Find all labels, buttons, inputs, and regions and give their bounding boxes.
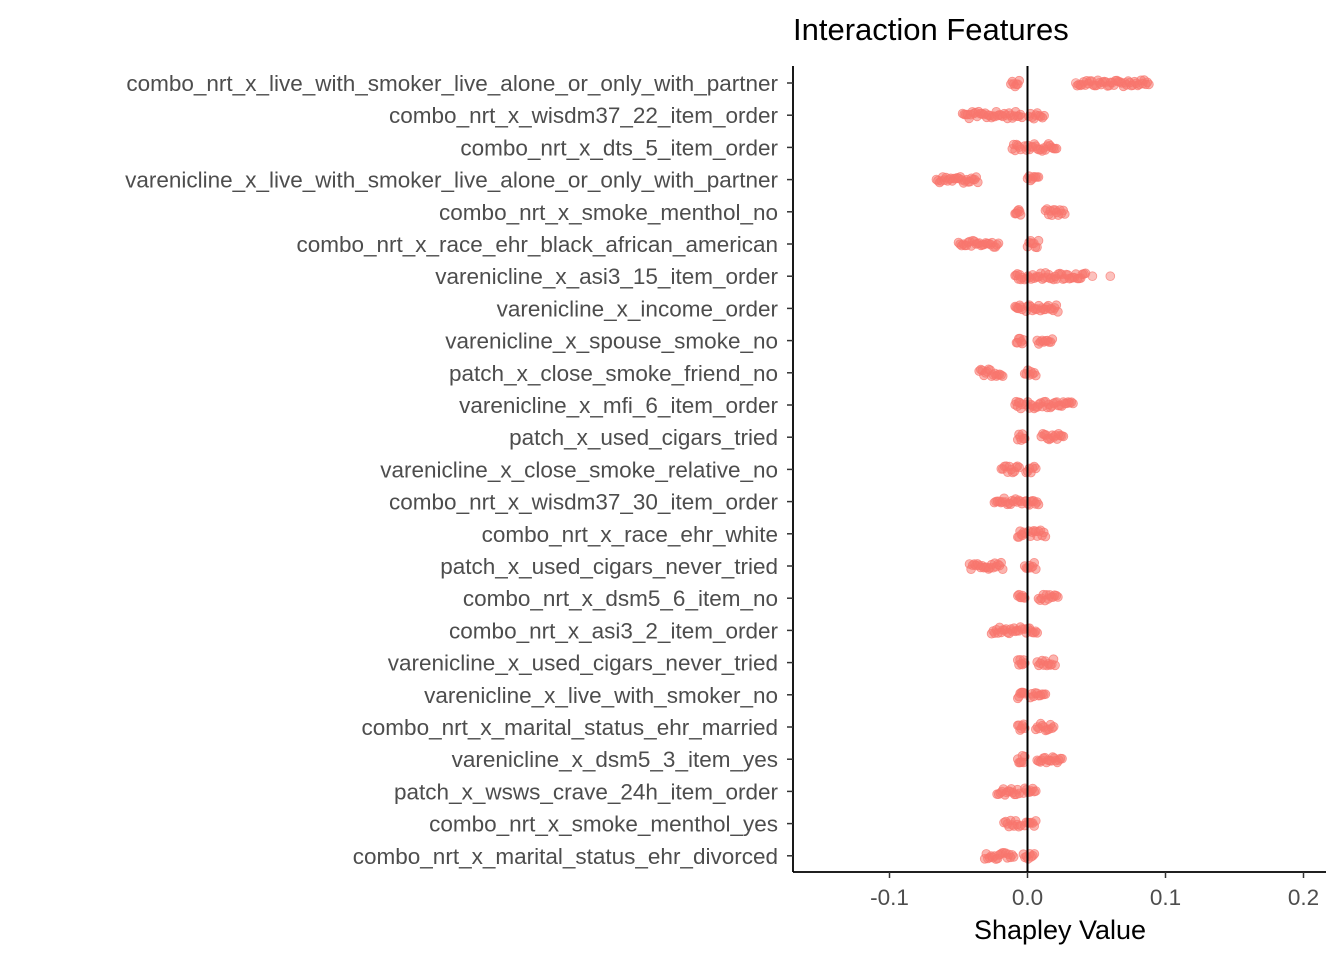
feature-points-combo_nrt_x_live_with_smoker_live_alone_or_only_with_partner — [1006, 75, 1154, 92]
data-point — [1032, 627, 1042, 638]
feature-points-combo_nrt_x_race_ehr_black_african_american — [953, 235, 1044, 253]
y-tick-label: varenicline_x_live_with_smoker_live_alon… — [125, 168, 778, 193]
feature-points-combo_nrt_x_smoke_menthol_yes — [999, 815, 1041, 832]
y-tick-label: patch_x_used_cigars_never_tried — [440, 554, 778, 579]
data-point — [1048, 721, 1059, 732]
y-tick-label: combo_nrt_x_smoke_menthol_no — [439, 200, 778, 225]
data-point — [1033, 235, 1044, 246]
feature-points-varenicline_x_dsm5_3_item_yes — [1012, 750, 1067, 768]
y-tick-label: combo_nrt_x_smoke_menthol_yes — [429, 812, 778, 837]
data-point — [1015, 210, 1026, 220]
data-point — [1040, 531, 1051, 542]
y-axis-labels: combo_nrt_x_live_with_smoker_live_alone_… — [125, 71, 778, 869]
feature-points-varenicline_x_close_smoke_relative_no — [996, 461, 1041, 478]
feature-points-combo_nrt_x_marital_status_ehr_divorced — [979, 847, 1040, 864]
y-tick-label: varenicline_x_live_with_smoker_no — [424, 683, 778, 708]
feature-points-combo_nrt_x_wisdm37_22_item_order — [957, 106, 1049, 124]
data-point — [1051, 143, 1062, 154]
outlier-point — [1071, 78, 1081, 88]
feature-points-varenicline_x_income_order — [1010, 300, 1063, 317]
feature-points-combo_nrt_x_wisdm37_30_item_order — [989, 493, 1044, 510]
data-point — [997, 564, 1008, 574]
feature-points-combo_nrt_x_dsm5_6_item_no — [1012, 589, 1063, 606]
x-tick-label: 0.1 — [1150, 885, 1181, 910]
data-point — [1053, 306, 1063, 317]
chart-title: Interaction Features — [793, 12, 1069, 47]
y-tick-label: combo_nrt_x_live_with_smoker_live_alone_… — [126, 71, 778, 96]
feature-points-patch_x_used_cigars_never_tried — [964, 557, 1041, 574]
y-tick-label: varenicline_x_dsm5_3_item_yes — [452, 747, 778, 772]
y-tick-label: combo_nrt_x_dsm5_6_item_no — [463, 586, 778, 611]
y-tick-label: combo_nrt_x_race_ehr_black_african_ameri… — [296, 232, 778, 257]
feature-points-combo_nrt_x_dts_5_item_order — [1007, 139, 1062, 156]
x-tick-label: 0.2 — [1288, 885, 1319, 910]
feature-points-combo_nrt_x_smoke_menthol_no — [1010, 204, 1070, 221]
y-tick-label: varenicline_x_asi3_15_item_order — [435, 264, 778, 289]
feature-points-varenicline_x_asi3_15_item_order — [1010, 268, 1116, 285]
y-tick-label: patch_x_close_smoke_friend_no — [449, 361, 778, 386]
data-point — [1047, 334, 1058, 344]
outlier-point — [1105, 271, 1116, 282]
y-tick-label: combo_nrt_x_marital_status_ehr_divorced — [353, 844, 778, 869]
feature-points-patch_x_used_cigars_tried — [1012, 428, 1069, 445]
feature-points-varenicline_x_spouse_smoke_no — [1011, 333, 1058, 349]
y-tick-label: varenicline_x_income_order — [497, 296, 779, 321]
feature-points-patch_x_wsws_crave_24h_item_order — [992, 783, 1041, 800]
feature-points-combo_nrt_x_asi3_2_item_order — [986, 622, 1042, 639]
y-tick-label: varenicline_x_used_cigars_never_tried — [388, 651, 778, 676]
data-point — [1068, 398, 1078, 409]
data-point — [1039, 110, 1049, 121]
feature-points-varenicline_x_used_cigars_never_tried — [1012, 654, 1060, 671]
y-tick-label: combo_nrt_x_wisdm37_22_item_order — [389, 103, 778, 128]
data-point — [1014, 75, 1024, 86]
data-point — [972, 177, 983, 188]
y-tick-label: combo_nrt_x_dts_5_item_order — [460, 135, 778, 160]
data-point — [1033, 172, 1044, 182]
feature-points-patch_x_close_smoke_friend_no — [974, 364, 1041, 382]
feature-points-combo_nrt_x_marital_status_ehr_married — [1012, 718, 1059, 736]
data-point — [1144, 79, 1154, 90]
data-point — [1031, 786, 1041, 796]
x-axis-title: Shapley Value — [974, 915, 1146, 945]
data-point — [993, 238, 1004, 249]
outlier-point — [1087, 271, 1098, 282]
y-tick-label: varenicline_x_spouse_smoke_no — [445, 329, 778, 354]
points-layer — [931, 75, 1154, 864]
y-tick-label: combo_nrt_x_race_ehr_white — [482, 522, 778, 547]
data-point — [1058, 431, 1069, 442]
data-point — [1031, 816, 1041, 826]
x-tick-label: -0.1 — [870, 885, 909, 910]
data-point — [1031, 463, 1041, 474]
data-point — [997, 371, 1008, 382]
feature-points-combo_nrt_x_race_ehr_white — [1012, 525, 1051, 542]
data-point — [1031, 370, 1041, 381]
data-point — [1018, 335, 1029, 345]
axes: -0.1 0.0 0.1 0.2 — [787, 66, 1326, 910]
data-point — [1050, 660, 1060, 671]
y-tick-label: combo_nrt_x_asi3_2_item_order — [449, 618, 778, 643]
data-point — [1057, 753, 1067, 764]
y-tick-label: combo_nrt_x_wisdm37_30_item_order — [389, 490, 778, 515]
data-point — [1008, 852, 1019, 862]
data-point — [1040, 689, 1051, 699]
data-point — [1031, 564, 1041, 574]
data-point — [1053, 592, 1063, 602]
data-point — [1033, 499, 1044, 510]
feature-points-varenicline_x_live_with_smoker_no — [1012, 687, 1051, 704]
x-tick-label: 0.0 — [1012, 885, 1043, 910]
y-tick-label: varenicline_x_close_smoke_relative_no — [380, 457, 778, 482]
feature-points-varenicline_x_mfi_6_item_order — [1010, 396, 1078, 414]
data-point — [1029, 849, 1040, 859]
data-point — [1060, 209, 1070, 219]
y-tick-label: combo_nrt_x_marital_status_ehr_married — [362, 715, 778, 740]
y-tick-label: varenicline_x_mfi_6_item_order — [459, 393, 778, 418]
feature-points-varenicline_x_live_with_smoker_live_alone_or_only_with_partner — [931, 171, 1044, 188]
y-tick-label: patch_x_used_cigars_tried — [509, 425, 778, 450]
data-point — [1014, 462, 1024, 473]
y-tick-label: patch_x_wsws_crave_24h_item_order — [394, 779, 778, 804]
